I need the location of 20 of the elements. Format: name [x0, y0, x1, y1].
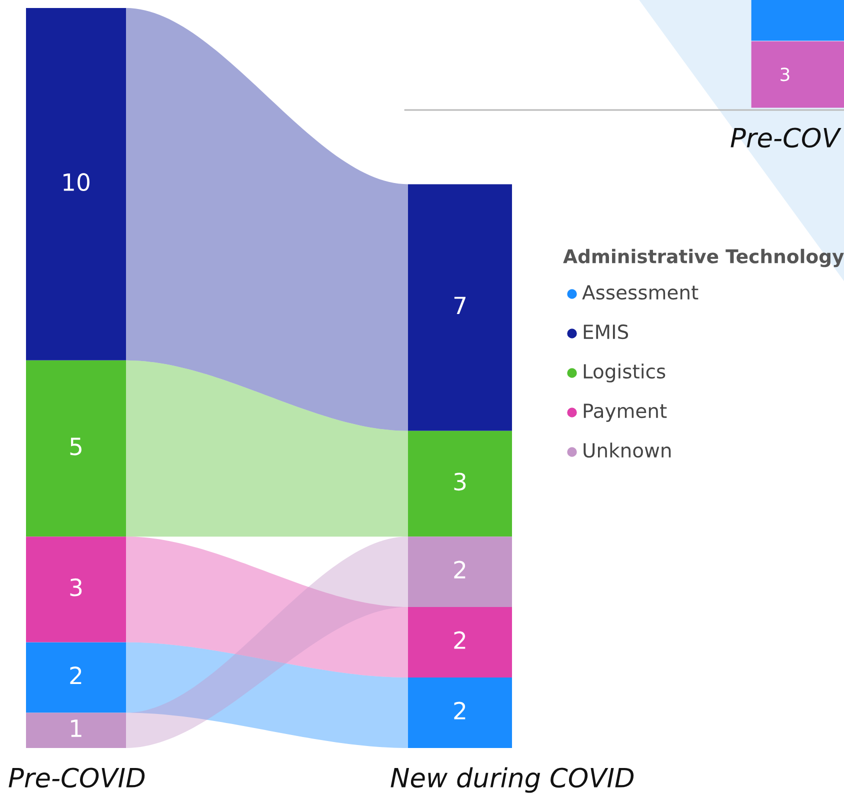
data-label: 10: [64, 173, 90, 192]
data-label: 3: [454, 472, 466, 491]
legend-label: EMIS: [584, 324, 628, 340]
legend-label: Payment: [584, 404, 667, 422]
legend-label: Logistics: [584, 364, 666, 382]
data-label: 3: [70, 578, 82, 596]
text: Pre-COV: [730, 128, 842, 148]
legend-title: Administrative Technology: [563, 248, 844, 268]
data-label: 2: [70, 666, 82, 684]
text: 3: [780, 68, 790, 82]
data-label: 1: [71, 720, 82, 737]
data-label: 7: [454, 296, 466, 314]
data-label: 2: [454, 560, 466, 578]
data-label: 2: [454, 702, 466, 720]
legend-label: Assessment: [582, 285, 698, 300]
data-label: 5: [70, 438, 82, 456]
legend-label: Unknown: [584, 442, 671, 458]
category-label: New during COVID: [390, 767, 634, 793]
category-label: Pre-COVID: [8, 768, 145, 788]
data-label: 2: [454, 631, 466, 649]
